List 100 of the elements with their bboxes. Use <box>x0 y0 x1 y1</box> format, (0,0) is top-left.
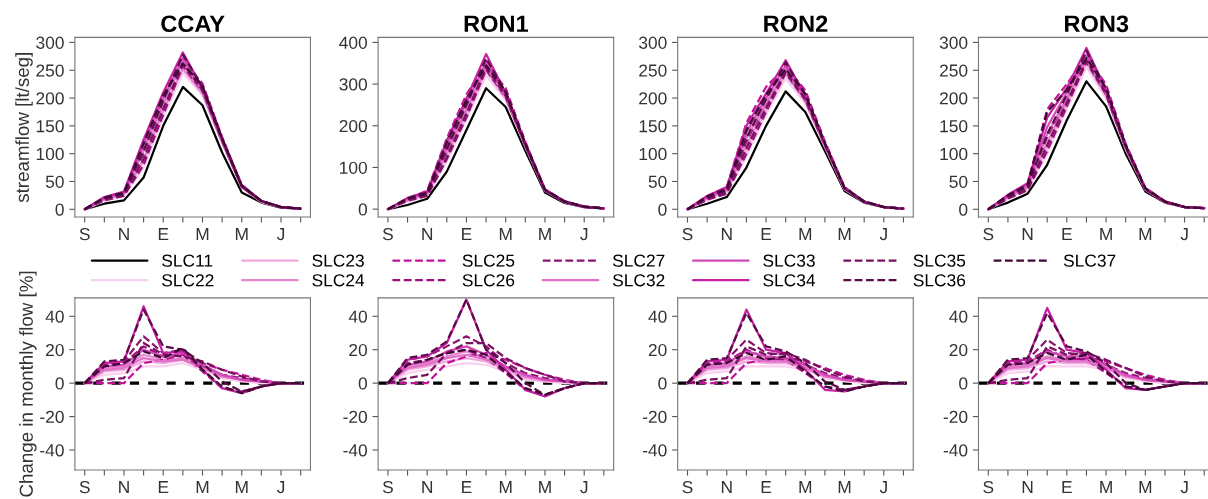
y-tick-label: 200 <box>36 92 64 105</box>
y-tick-label: -40 <box>642 444 667 457</box>
x-tick-label: E <box>1062 481 1072 494</box>
chart-title: RON1 <box>464 15 529 33</box>
y-tick-label: 200 <box>939 92 968 105</box>
x-tick-label: M <box>838 228 851 241</box>
y-tick-label: 40 <box>348 310 368 323</box>
legend-label: SLC11 <box>162 254 213 267</box>
y-tick-label: 40 <box>648 310 667 323</box>
y-tick-label: 20 <box>949 343 968 357</box>
x-tick-label: N <box>422 481 433 494</box>
x-tick-label: N <box>1022 481 1033 494</box>
x-tick-label: E <box>761 228 772 241</box>
x-tick-label: M <box>235 481 248 494</box>
y-tick-label: 0 <box>55 377 64 390</box>
x-tick-label: S <box>382 227 393 241</box>
x-tick-label: N <box>721 481 732 494</box>
y-tick-label: 150 <box>36 120 64 133</box>
legend-label: SLC22 <box>162 274 214 287</box>
x-tick-label: M <box>838 481 851 494</box>
x-tick-label: M <box>499 228 512 241</box>
y-tick-label: 100 <box>639 147 667 161</box>
x-tick-label: J <box>580 228 588 241</box>
y-tick-label: -40 <box>343 444 368 457</box>
y-axis-title: streamflow [lt/seg] <box>15 53 33 203</box>
chart-title: RON2 <box>764 15 828 33</box>
x-tick-label: M <box>499 481 512 494</box>
x-tick-label: N <box>721 228 732 241</box>
y-tick-label: -40 <box>40 444 64 457</box>
y-tick-label: 150 <box>639 120 667 133</box>
x-tick-label: J <box>276 481 285 494</box>
y-tick-label: -20 <box>642 410 667 424</box>
x-tick-label: N <box>119 228 129 241</box>
legend-label: SLC35 <box>913 254 966 267</box>
x-tick-label: E <box>462 481 472 494</box>
x-tick-label: M <box>539 481 551 494</box>
x-tick-label: S <box>79 227 90 241</box>
y-tick-label: -20 <box>40 410 64 424</box>
y-tick-label: 0 <box>959 377 968 390</box>
y-tick-label: 40 <box>45 310 64 323</box>
x-tick-label: M <box>196 228 209 241</box>
y-tick-label: 0 <box>358 377 368 390</box>
y-tick-label: 250 <box>939 64 968 77</box>
y-tick-label: 40 <box>949 310 968 323</box>
x-tick-label: E <box>158 481 169 494</box>
x-tick-label: J <box>879 481 887 494</box>
legend-label: SLC26 <box>462 274 515 287</box>
x-tick-label: J <box>580 481 588 494</box>
y-tick-label: 300 <box>638 36 667 49</box>
y-tick-label: 20 <box>349 343 368 357</box>
y-tick-label: -20 <box>943 410 968 424</box>
x-tick-label: M <box>799 228 812 241</box>
x-tick-label: S <box>682 480 693 494</box>
y-tick-label: 50 <box>648 175 667 188</box>
x-tick-label: M <box>799 481 812 494</box>
x-tick-label: J <box>1180 481 1188 494</box>
chart-title: CCAY <box>161 15 225 33</box>
x-tick-label: S <box>79 480 90 494</box>
legend-label: SLC23 <box>312 254 364 267</box>
legend-label: SLC25 <box>462 254 515 267</box>
x-tick-label: M <box>196 481 209 494</box>
y-tick-label: 20 <box>46 343 64 357</box>
legend-label: SLC37 <box>1063 254 1116 267</box>
legend-label: SLC34 <box>763 274 816 287</box>
legend-label: SLC24 <box>312 274 365 287</box>
y-tick-label: 0 <box>55 203 64 216</box>
x-tick-label: M <box>1100 228 1112 241</box>
y-tick-label: 250 <box>639 64 667 77</box>
x-tick-label: S <box>983 480 994 494</box>
y-tick-label: 20 <box>648 343 667 357</box>
x-tick-label: J <box>1180 228 1188 241</box>
y-tick-label: 400 <box>339 36 368 49</box>
x-tick-label: N <box>119 481 129 494</box>
y-tick-label: -20 <box>343 410 368 424</box>
y-tick-label: 50 <box>45 175 64 188</box>
y-tick-label: 300 <box>36 36 64 49</box>
chart-title: RON3 <box>1065 15 1129 33</box>
y-tick-label: -40 <box>943 444 968 457</box>
y-tick-label: 0 <box>658 377 667 390</box>
y-tick-label: 250 <box>36 64 64 77</box>
x-tick-label: J <box>276 228 285 241</box>
legend-label: SLC36 <box>913 274 966 287</box>
y-tick-label: 0 <box>959 203 968 216</box>
x-tick-label: E <box>1062 228 1072 241</box>
x-tick-label: E <box>761 481 772 494</box>
x-tick-label: M <box>235 228 248 241</box>
y-tick-label: 50 <box>949 175 968 188</box>
y-tick-label: 300 <box>939 36 968 49</box>
x-tick-label: E <box>462 228 472 241</box>
x-tick-label: M <box>539 228 551 241</box>
x-tick-label: M <box>1139 228 1152 241</box>
y-tick-label: 0 <box>358 203 368 216</box>
y-tick-label: 0 <box>658 203 667 216</box>
y-tick-label: 300 <box>339 78 368 91</box>
y-tick-label: 200 <box>339 119 368 133</box>
x-tick-label: E <box>158 228 169 241</box>
legend-label: SLC32 <box>612 274 665 287</box>
legend-label: SLC27 <box>612 254 665 267</box>
x-tick-label: M <box>1139 481 1152 494</box>
x-tick-label: N <box>422 228 433 241</box>
